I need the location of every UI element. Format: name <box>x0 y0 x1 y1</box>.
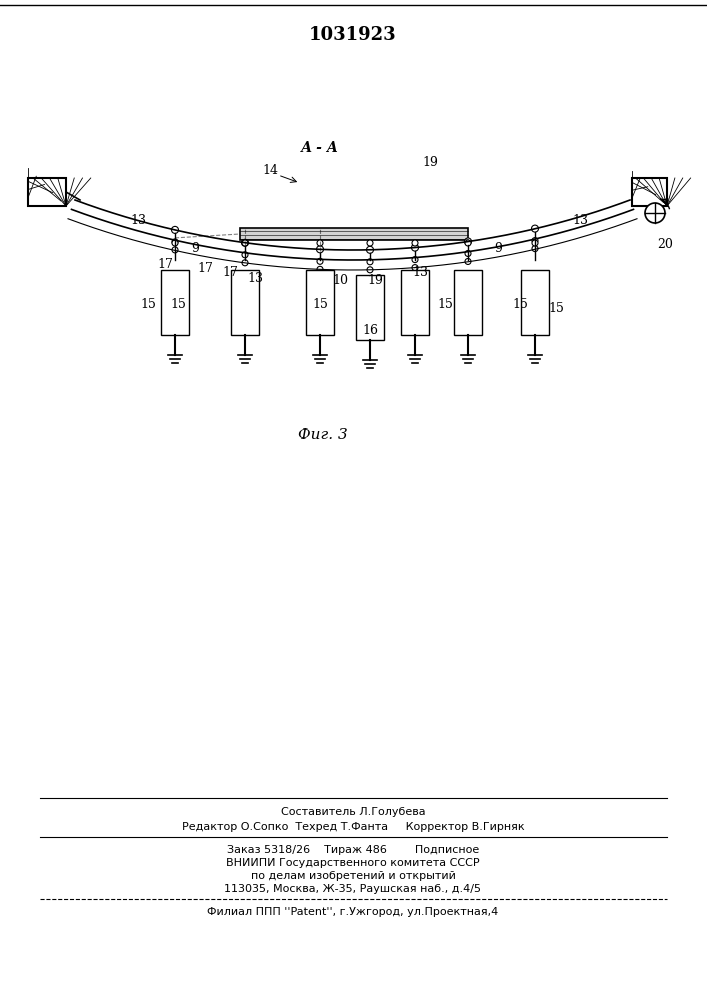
Text: Филиал ППП ''Patent'', г.Ужгород, ул.Проектная,4: Филиал ППП ''Patent'', г.Ужгород, ул.Про… <box>207 907 498 917</box>
Text: 15: 15 <box>140 298 156 312</box>
Text: 13: 13 <box>412 265 428 278</box>
Text: 19: 19 <box>367 273 383 286</box>
Text: 17: 17 <box>157 258 173 271</box>
Text: 15: 15 <box>512 298 528 312</box>
Text: 9: 9 <box>191 241 199 254</box>
Circle shape <box>464 238 472 245</box>
Text: 16: 16 <box>362 324 378 336</box>
Circle shape <box>242 260 248 266</box>
Text: 113035, Москва, Ж-35, Раушская наб., д.4/5: 113035, Москва, Ж-35, Раушская наб., д.4… <box>225 884 481 894</box>
Text: Заказ 5318/26    Тираж 486        Подписное: Заказ 5318/26 Тираж 486 Подписное <box>227 845 479 855</box>
Circle shape <box>242 252 248 258</box>
Text: по делам изобретений и открытий: по делам изобретений и открытий <box>250 871 455 881</box>
Circle shape <box>317 240 323 246</box>
Text: 13: 13 <box>247 271 263 284</box>
Circle shape <box>532 225 539 232</box>
Circle shape <box>465 240 471 246</box>
Bar <box>356 275 384 340</box>
Text: Редактор О.Сопко  Техред Т.Фанта     Корректор В.Гирняк: Редактор О.Сопко Техред Т.Фанта Корректо… <box>182 822 525 832</box>
Circle shape <box>317 258 323 264</box>
Text: 20: 20 <box>657 238 673 251</box>
Text: 10: 10 <box>332 273 348 286</box>
Bar <box>231 270 259 335</box>
Circle shape <box>317 266 323 272</box>
Text: 15: 15 <box>170 298 186 312</box>
Text: 13: 13 <box>130 214 146 227</box>
Circle shape <box>367 240 373 246</box>
Circle shape <box>532 246 538 252</box>
Text: 15: 15 <box>548 302 564 314</box>
Bar <box>28 178 66 206</box>
Circle shape <box>242 240 248 246</box>
Text: 15: 15 <box>312 298 328 312</box>
Bar <box>240 228 468 240</box>
Circle shape <box>172 226 178 233</box>
Circle shape <box>412 240 418 246</box>
Bar <box>161 270 189 335</box>
Circle shape <box>412 257 418 263</box>
Text: ВНИИПИ Государственного комитета СССР: ВНИИПИ Государственного комитета СССР <box>226 858 480 868</box>
Circle shape <box>532 238 538 244</box>
Text: 15: 15 <box>437 298 453 312</box>
Circle shape <box>172 239 178 245</box>
Bar <box>632 178 667 206</box>
Bar <box>306 270 334 335</box>
Circle shape <box>172 240 178 246</box>
Text: Составитель Л.Голубева: Составитель Л.Голубева <box>281 807 426 817</box>
Circle shape <box>465 258 471 264</box>
Circle shape <box>411 244 419 251</box>
Circle shape <box>412 265 418 271</box>
Bar <box>401 270 429 335</box>
Bar <box>454 270 482 335</box>
Text: 17: 17 <box>222 266 238 279</box>
Text: 19: 19 <box>422 156 438 169</box>
Circle shape <box>242 239 248 246</box>
Circle shape <box>172 247 178 253</box>
Text: Фиг. 3: Фиг. 3 <box>298 428 348 442</box>
Circle shape <box>465 250 471 256</box>
Text: 13: 13 <box>572 214 588 227</box>
Circle shape <box>367 259 373 265</box>
Circle shape <box>645 203 665 223</box>
Circle shape <box>366 246 373 253</box>
Text: 17: 17 <box>197 261 213 274</box>
Bar <box>521 270 549 335</box>
Text: 1031923: 1031923 <box>309 26 397 44</box>
Text: 9: 9 <box>494 241 502 254</box>
Text: А - А: А - А <box>301 141 339 155</box>
Text: 14: 14 <box>262 163 278 176</box>
Circle shape <box>317 246 324 253</box>
Circle shape <box>367 267 373 273</box>
Circle shape <box>532 240 538 246</box>
